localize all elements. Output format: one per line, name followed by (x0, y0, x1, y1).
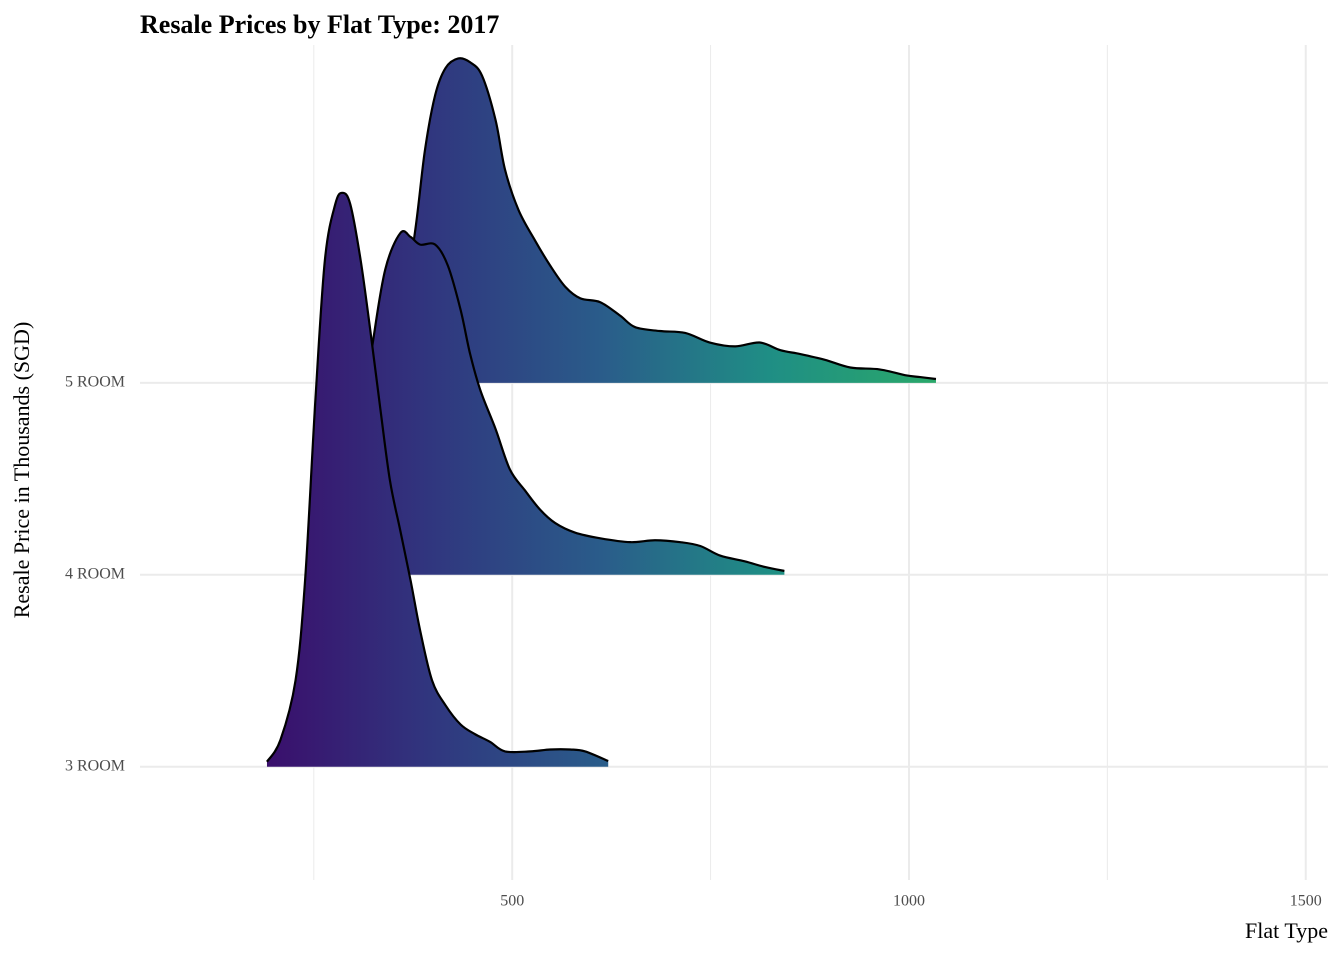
chart-title: Resale Prices by Flat Type: 2017 (140, 10, 499, 39)
labels: 500 1000 1500 3 ROOM 4 ROOM 5 ROOM (65, 374, 1322, 910)
x-tick-label: 500 (500, 893, 524, 910)
y-axis-title: Resale Price in Thousands (SGD) (9, 322, 34, 619)
ridge-line (319, 230, 785, 573)
x-axis-title: Flat Type (1245, 918, 1328, 943)
y-tick-label: 3 ROOM (65, 757, 125, 774)
x-tick-label: 1000 (893, 893, 925, 910)
y-tick-label: 4 ROOM (65, 565, 125, 582)
ridge-line (384, 57, 937, 382)
y-tick-label: 5 ROOM (65, 374, 125, 391)
ridge-area (320, 231, 785, 575)
ridge-area (385, 58, 936, 383)
ridge-area (266, 192, 609, 767)
ridges (266, 57, 937, 767)
x-tick-label: 1500 (1290, 893, 1322, 910)
ridge-line (266, 191, 609, 763)
